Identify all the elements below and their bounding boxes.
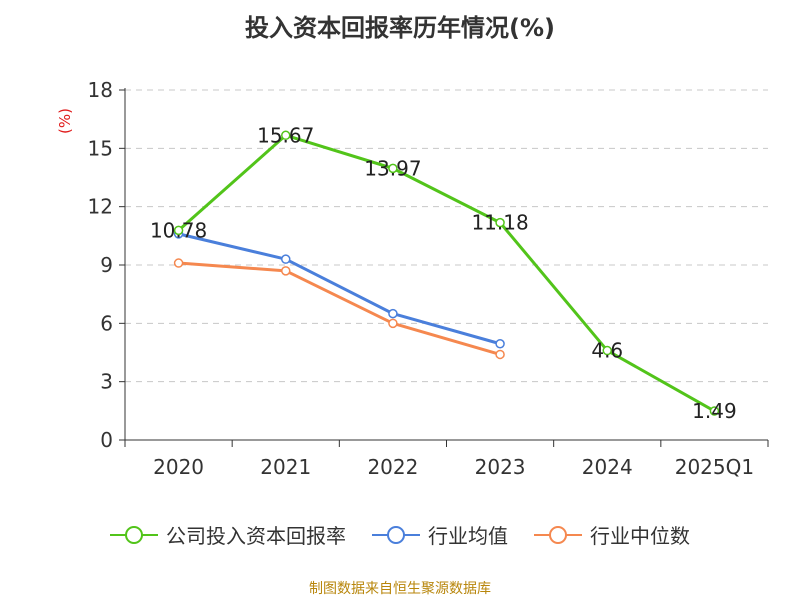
legend-marker-industry-median	[534, 525, 582, 544]
data-label: 15.67	[257, 123, 314, 147]
series-line-1	[178, 232, 501, 346]
data-source: 制图数据来自恒生聚源数据库	[309, 581, 491, 597]
data-point	[388, 308, 398, 319]
x-tick-label: 2024	[582, 455, 633, 479]
x-tick-label: 2023	[475, 455, 526, 479]
legend-marker-industry-mean	[372, 525, 420, 544]
chart-title: 投入资本回报率历年情况(%)	[245, 14, 555, 42]
x-tick-label: 2020	[153, 455, 204, 479]
legend-item-industry-mean[interactable]: 行业均值	[372, 520, 508, 549]
y-tick-label: 12	[88, 195, 113, 219]
legend: 公司投入资本回报率 行业均值 行业中位数	[0, 520, 800, 549]
data-point	[495, 339, 505, 349]
series-line-0	[177, 133, 716, 413]
y-tick-label: 3	[100, 370, 113, 394]
y-tick-label: 6	[100, 311, 113, 335]
data-point	[281, 130, 291, 141]
series-line-2	[178, 261, 501, 356]
y-tick-label: 18	[88, 78, 113, 102]
legend-marker-company	[110, 525, 158, 544]
data-point	[281, 254, 291, 264]
x-tick-label: 2021	[260, 455, 311, 479]
legend-label-industry-mean: 行业均值	[428, 524, 508, 548]
data-point	[388, 163, 398, 174]
x-tick-label: 2025Q1	[675, 455, 754, 479]
data-label: 1.49	[692, 399, 737, 423]
y-tick-label: 0	[100, 428, 113, 452]
legend-label-industry-median: 行业中位数	[590, 524, 690, 548]
data-label: 10.78	[150, 218, 207, 242]
y-tick-label: 9	[100, 253, 113, 277]
legend-label-company: 公司投入资本回报率	[166, 524, 346, 548]
data-label: 11.18	[471, 211, 528, 235]
legend-item-company[interactable]: 公司投入资本回报率	[110, 520, 346, 549]
data-point	[281, 266, 291, 276]
x-tick-label: 2022	[367, 455, 418, 479]
data-point	[709, 406, 720, 416]
data-point	[495, 349, 505, 360]
data-point	[602, 345, 612, 356]
data-label: 13.97	[364, 156, 421, 180]
data-point	[173, 225, 184, 236]
y-tick-label: 15	[88, 136, 113, 160]
legend-item-industry-median[interactable]: 行业中位数	[534, 520, 690, 549]
data-label: 4.6	[591, 339, 623, 363]
data-point	[173, 258, 184, 268]
data-point	[388, 318, 398, 329]
data-point	[495, 217, 505, 228]
